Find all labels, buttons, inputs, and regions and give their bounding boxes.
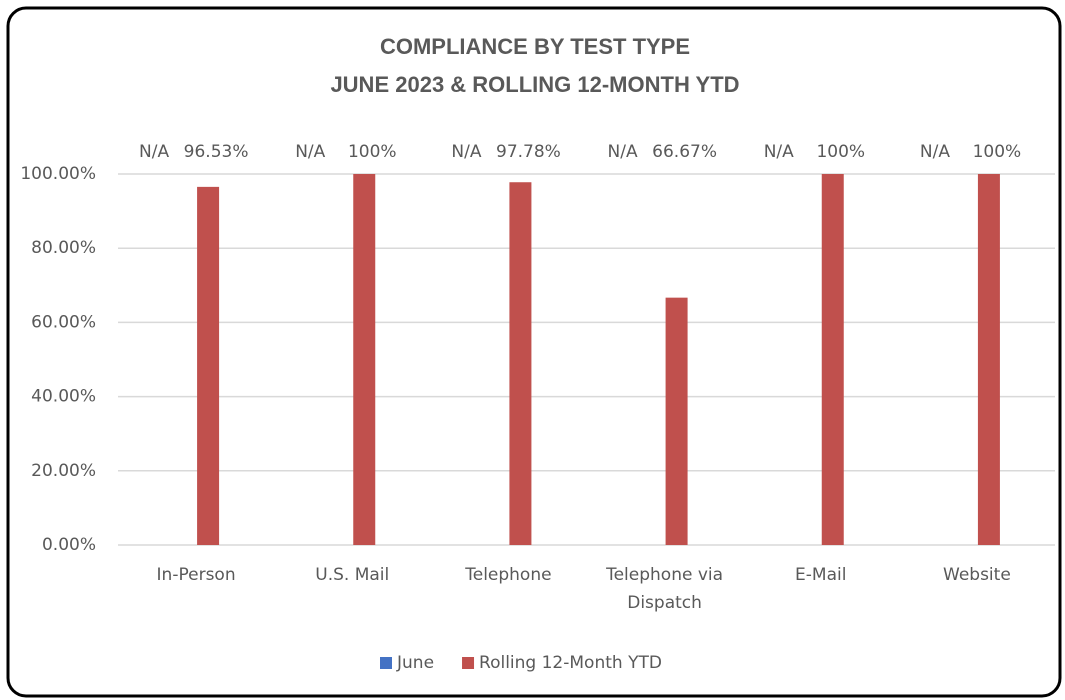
data-label: 100% [973, 142, 1022, 162]
y-tick-label: 60.00% [31, 312, 96, 332]
chart-title: COMPLIANCE BY TEST TYPE [380, 34, 690, 59]
x-tick-label: Website [943, 565, 1011, 585]
x-tick-label: U.S. Mail [315, 565, 389, 585]
data-label: N/A [920, 142, 950, 162]
data-label: 66.67% [652, 142, 717, 162]
data-label: N/A [608, 142, 638, 162]
bar [353, 174, 376, 545]
chart-border [6, 6, 1062, 698]
y-tick-label: 80.00% [31, 238, 96, 258]
data-label: 100% [816, 142, 865, 162]
bar [509, 182, 532, 545]
bar [665, 297, 688, 545]
data-label: N/A [764, 142, 794, 162]
bar [821, 174, 844, 545]
legend-swatch [380, 657, 392, 669]
data-label: N/A [295, 142, 325, 162]
y-tick-label: 40.00% [31, 387, 96, 407]
legend-swatch [462, 657, 475, 669]
data-label: 100% [348, 142, 397, 162]
x-tick-label: In-Person [157, 565, 236, 585]
legend-label: Rolling 12-Month YTD [479, 653, 662, 673]
legend-label: June [396, 653, 434, 673]
bar [977, 174, 1000, 545]
y-tick-label: 100.00% [20, 164, 96, 184]
y-tick-label: 0.00% [42, 535, 96, 555]
x-tick-label: Telephone [464, 565, 551, 585]
chart-subtitle: JUNE 2023 & ROLLING 12-MONTH YTD [330, 72, 739, 97]
y-tick-label: 20.00% [31, 461, 96, 481]
data-label: N/A [451, 142, 481, 162]
data-label: 97.78% [496, 142, 561, 162]
x-tick-label: Telephone via Dispatch [605, 565, 723, 613]
data-label: 96.53% [184, 142, 249, 162]
bar [197, 186, 220, 545]
data-label: N/A [139, 142, 169, 162]
x-tick-label: E-Mail [795, 565, 846, 585]
